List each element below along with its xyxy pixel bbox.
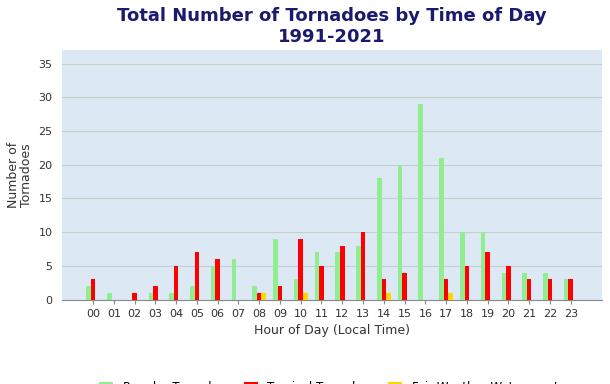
Y-axis label: Number of
Tornadoes: Number of Tornadoes: [7, 142, 33, 208]
Bar: [381, 279, 386, 300]
Bar: [190, 286, 195, 300]
Legend: Regular Tornadoes, Tropical Tornadoes, Fair Weather Waterspouts: Regular Tornadoes, Tropical Tornadoes, F…: [95, 376, 569, 384]
Bar: [543, 273, 548, 300]
Bar: [522, 273, 527, 300]
Bar: [132, 293, 137, 300]
Bar: [174, 266, 178, 300]
Bar: [402, 273, 407, 300]
Bar: [448, 293, 453, 300]
Bar: [195, 252, 199, 300]
Bar: [377, 178, 381, 300]
Bar: [564, 279, 569, 300]
Bar: [398, 165, 402, 300]
Bar: [170, 293, 174, 300]
Bar: [262, 293, 266, 300]
Bar: [86, 286, 91, 300]
Bar: [253, 286, 257, 300]
Bar: [153, 286, 157, 300]
Bar: [278, 286, 282, 300]
Bar: [315, 252, 319, 300]
Bar: [460, 232, 465, 300]
Bar: [294, 279, 298, 300]
Bar: [148, 293, 153, 300]
Bar: [548, 279, 552, 300]
Bar: [91, 279, 95, 300]
Bar: [439, 158, 444, 300]
Bar: [340, 246, 345, 300]
Bar: [303, 293, 307, 300]
Bar: [481, 232, 486, 300]
X-axis label: Hour of Day (Local Time): Hour of Day (Local Time): [254, 324, 410, 337]
Bar: [569, 279, 573, 300]
Bar: [211, 266, 215, 300]
Bar: [336, 252, 340, 300]
Bar: [232, 259, 236, 300]
Bar: [386, 293, 390, 300]
Bar: [298, 239, 303, 300]
Bar: [356, 246, 361, 300]
Bar: [527, 279, 531, 300]
Bar: [465, 266, 469, 300]
Bar: [418, 104, 423, 300]
Bar: [506, 266, 511, 300]
Title: Total Number of Tornadoes by Time of Day
1991-2021: Total Number of Tornadoes by Time of Day…: [117, 7, 547, 46]
Bar: [257, 293, 262, 300]
Bar: [215, 259, 220, 300]
Bar: [107, 293, 112, 300]
Bar: [319, 266, 324, 300]
Bar: [486, 252, 490, 300]
Bar: [444, 279, 448, 300]
Bar: [361, 232, 365, 300]
Bar: [501, 273, 506, 300]
Bar: [273, 239, 278, 300]
